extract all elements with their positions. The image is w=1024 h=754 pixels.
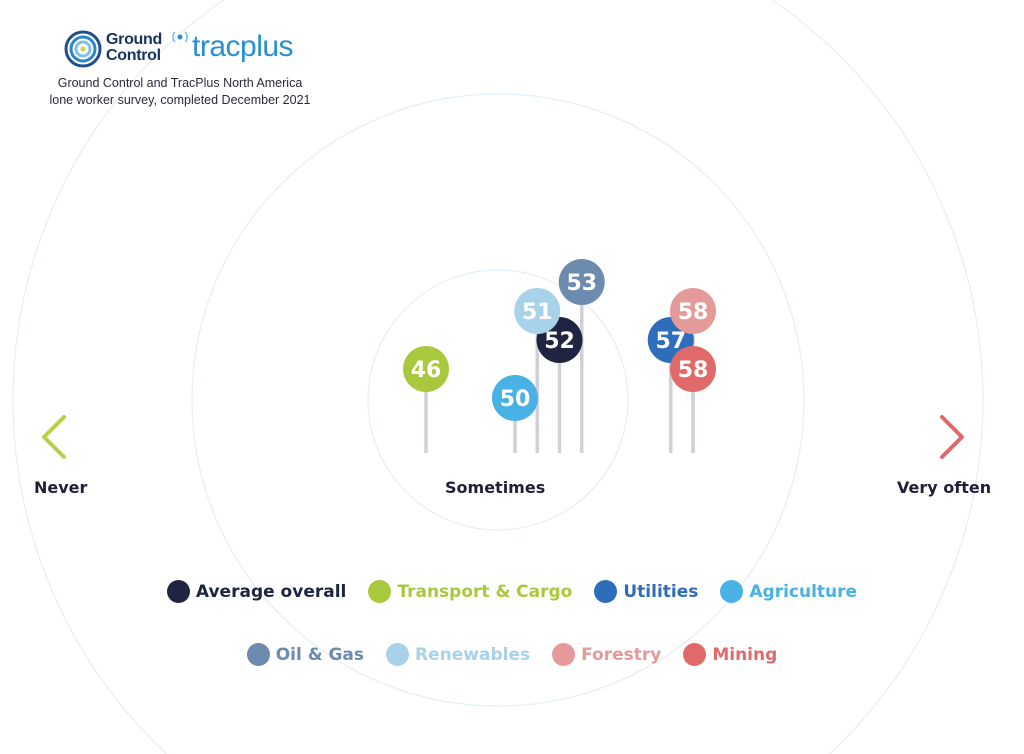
pin-marker: 58 xyxy=(670,346,716,392)
pin-bubble xyxy=(670,346,716,392)
tracplus-wordmark: tracplus xyxy=(192,30,294,63)
legend-item: Transport & Cargo xyxy=(368,580,572,603)
axis-right-arrow xyxy=(940,415,964,459)
axis xyxy=(42,415,964,459)
legend-swatch xyxy=(246,643,270,666)
axis-label-sometimes: Sometimes xyxy=(445,478,546,497)
pin-bubble xyxy=(403,346,449,392)
legend-label: Transport & Cargo xyxy=(397,581,573,602)
legend-swatch xyxy=(368,580,392,603)
legend-item: Mining xyxy=(683,643,777,666)
subtitle-line2: lone worker survey, completed December 2… xyxy=(49,93,311,107)
pin-bubble xyxy=(492,375,538,421)
legend-item: Oil & Gas xyxy=(246,643,365,666)
legend-item: Renewables xyxy=(386,643,530,666)
background-rings xyxy=(12,0,984,754)
legend-swatch xyxy=(552,643,576,666)
axis-left-arrow xyxy=(42,415,66,459)
pin-marker: 50 xyxy=(492,375,538,421)
legend-item: Utilities xyxy=(594,580,698,603)
pin-value-label: 58 xyxy=(678,300,709,325)
legend-label: Utilities xyxy=(623,581,699,602)
legend-label: Average overall xyxy=(195,581,347,602)
legend-swatch xyxy=(683,643,707,666)
legend-item: Forestry xyxy=(552,643,661,666)
pin-marker: 58 xyxy=(670,288,716,334)
legend-label: Oil & Gas xyxy=(275,644,365,665)
header: Ground Control tracplus Ground Control a… xyxy=(30,24,330,109)
legend-swatch xyxy=(594,580,618,603)
legend-row-2: Oil & Gas Renewables Forestry Mining xyxy=(0,643,1024,666)
ground-control-wordmark: Ground Control xyxy=(106,32,162,64)
pin-bubble xyxy=(558,259,605,305)
legend-item: Average overall xyxy=(166,580,347,603)
legend-label: Renewables xyxy=(415,644,531,665)
pin-value-label: 50 xyxy=(500,387,531,412)
legend-swatch xyxy=(166,580,190,603)
axis-label-very-often: Very often xyxy=(897,478,992,497)
brand-left-line2: Control xyxy=(106,47,161,64)
legend-label: Agriculture xyxy=(749,581,858,602)
brand-left-line1: Ground xyxy=(106,31,162,48)
logo-row: Ground Control tracplus xyxy=(30,24,330,70)
legend-label: Forestry xyxy=(581,644,662,665)
pin-value-label: 52 xyxy=(544,329,575,354)
pin-marker: 51 xyxy=(514,288,561,334)
pin-marker: 46 xyxy=(403,346,449,392)
pin-value-label: 46 xyxy=(411,358,442,383)
subtitle-line1: Ground Control and TracPlus North Americ… xyxy=(57,76,303,90)
legend-row-1: Average overall Transport & Cargo Utilitie… xyxy=(0,580,1024,603)
legend-swatch xyxy=(386,643,410,666)
legend-item: Agriculture xyxy=(720,580,857,603)
pin-bubble xyxy=(670,288,716,334)
pin-marker: 53 xyxy=(558,259,605,305)
legend-label: Mining xyxy=(712,644,778,665)
pin-value-label: 58 xyxy=(678,358,709,383)
pin-value-label: 53 xyxy=(566,271,597,296)
background-ring xyxy=(12,0,984,754)
background-ring xyxy=(191,93,805,707)
survey-subtitle: Ground Control and TracPlus North Americ… xyxy=(30,75,330,109)
background-ring xyxy=(367,269,629,531)
tracplus-signal-icon xyxy=(172,31,188,43)
pin-value-label: 51 xyxy=(522,300,553,325)
legend-swatch xyxy=(720,580,744,603)
pin-bubble xyxy=(514,288,561,334)
ground-control-logo-icon xyxy=(64,30,102,68)
axis-label-never: Never xyxy=(34,478,88,497)
